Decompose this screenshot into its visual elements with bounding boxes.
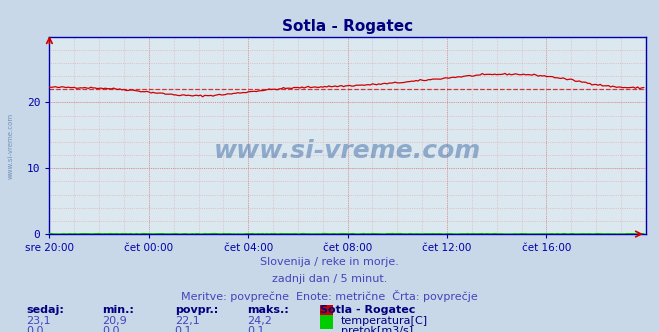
Text: temperatura[C]: temperatura[C] — [341, 316, 428, 326]
Text: povpr.:: povpr.: — [175, 305, 218, 315]
Text: 24,2: 24,2 — [247, 316, 272, 326]
Text: 0,0: 0,0 — [26, 326, 44, 332]
Text: Meritve: povprečne  Enote: metrične  Črta: povprečje: Meritve: povprečne Enote: metrične Črta:… — [181, 290, 478, 301]
Text: www.si-vreme.com: www.si-vreme.com — [214, 139, 481, 163]
Text: www.si-vreme.com: www.si-vreme.com — [8, 113, 14, 179]
Text: sedaj:: sedaj: — [26, 305, 64, 315]
Text: 0,0: 0,0 — [102, 326, 120, 332]
Text: 0,1: 0,1 — [247, 326, 265, 332]
Text: maks.:: maks.: — [247, 305, 289, 315]
Text: 23,1: 23,1 — [26, 316, 51, 326]
Text: 22,1: 22,1 — [175, 316, 200, 326]
Text: Sotla - Rogatec: Sotla - Rogatec — [320, 305, 415, 315]
Title: Sotla - Rogatec: Sotla - Rogatec — [282, 19, 413, 34]
Text: Slovenija / reke in morje.: Slovenija / reke in morje. — [260, 257, 399, 267]
Text: min.:: min.: — [102, 305, 134, 315]
Text: 20,9: 20,9 — [102, 316, 127, 326]
Text: 0,1: 0,1 — [175, 326, 192, 332]
Text: pretok[m3/s]: pretok[m3/s] — [341, 326, 413, 332]
Text: zadnji dan / 5 minut.: zadnji dan / 5 minut. — [272, 274, 387, 284]
